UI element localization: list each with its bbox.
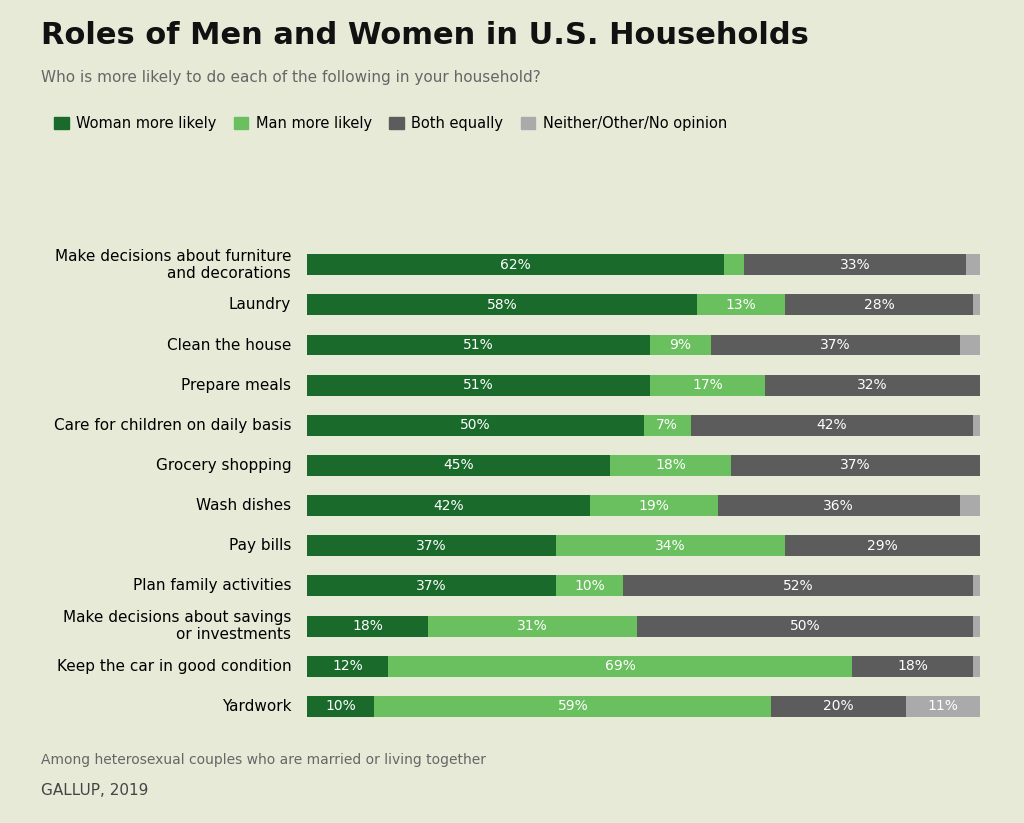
- Text: Among heterosexual couples who are married or living together: Among heterosexual couples who are marri…: [41, 753, 486, 767]
- Text: 17%: 17%: [692, 379, 723, 393]
- Bar: [959, 495, 980, 516]
- Bar: [724, 254, 744, 275]
- Bar: [718, 495, 959, 516]
- Text: 18%: 18%: [352, 619, 383, 633]
- Bar: [973, 575, 980, 597]
- Text: 51%: 51%: [463, 379, 495, 393]
- Text: 34%: 34%: [655, 539, 686, 553]
- Bar: [307, 455, 610, 476]
- Bar: [852, 656, 973, 677]
- Bar: [731, 455, 980, 476]
- Bar: [784, 295, 973, 315]
- Text: 59%: 59%: [557, 700, 588, 714]
- Bar: [650, 335, 711, 356]
- Bar: [307, 535, 556, 556]
- Bar: [973, 616, 980, 636]
- Text: 50%: 50%: [790, 619, 820, 633]
- Text: 50%: 50%: [460, 418, 490, 432]
- Text: GALLUP, 2019: GALLUP, 2019: [41, 783, 148, 798]
- Bar: [973, 415, 980, 436]
- Text: 10%: 10%: [326, 700, 356, 714]
- Text: 10%: 10%: [574, 579, 605, 593]
- Text: 31%: 31%: [517, 619, 548, 633]
- Bar: [784, 535, 980, 556]
- Text: 20%: 20%: [823, 700, 854, 714]
- Text: 9%: 9%: [670, 338, 691, 352]
- Text: 13%: 13%: [726, 298, 757, 312]
- Bar: [307, 295, 697, 315]
- Text: 58%: 58%: [486, 298, 518, 312]
- Text: 51%: 51%: [463, 338, 495, 352]
- Bar: [650, 374, 765, 396]
- Bar: [590, 495, 718, 516]
- Bar: [307, 616, 428, 636]
- Legend: Woman more likely, Man more likely, Both equally, Neither/Other/No opinion: Woman more likely, Man more likely, Both…: [48, 110, 732, 137]
- Bar: [307, 656, 388, 677]
- Bar: [556, 535, 784, 556]
- Text: 29%: 29%: [867, 539, 898, 553]
- Bar: [624, 575, 973, 597]
- Bar: [697, 295, 784, 315]
- Text: Who is more likely to do each of the following in your household?: Who is more likely to do each of the fol…: [41, 70, 541, 85]
- Text: 52%: 52%: [783, 579, 813, 593]
- Text: 37%: 37%: [417, 579, 446, 593]
- Text: 69%: 69%: [604, 659, 636, 673]
- Bar: [428, 616, 637, 636]
- Bar: [307, 335, 650, 356]
- Text: 7%: 7%: [656, 418, 678, 432]
- Text: 28%: 28%: [863, 298, 894, 312]
- Text: 18%: 18%: [655, 458, 686, 472]
- Bar: [375, 696, 771, 717]
- Bar: [959, 335, 980, 356]
- Bar: [388, 656, 852, 677]
- Bar: [307, 495, 590, 516]
- Bar: [307, 696, 375, 717]
- Bar: [556, 575, 624, 597]
- Bar: [771, 696, 906, 717]
- Bar: [307, 254, 724, 275]
- Bar: [973, 295, 980, 315]
- Bar: [637, 616, 973, 636]
- Bar: [906, 696, 980, 717]
- Bar: [711, 335, 959, 356]
- Bar: [610, 455, 731, 476]
- Bar: [307, 575, 556, 597]
- Bar: [744, 254, 967, 275]
- Text: 37%: 37%: [417, 539, 446, 553]
- Text: 12%: 12%: [332, 659, 362, 673]
- Text: 11%: 11%: [928, 700, 958, 714]
- Text: 62%: 62%: [501, 258, 531, 272]
- Text: 37%: 37%: [840, 458, 870, 472]
- Text: 18%: 18%: [897, 659, 928, 673]
- Bar: [307, 415, 643, 436]
- Text: 19%: 19%: [638, 499, 669, 513]
- Bar: [690, 415, 973, 436]
- Text: 33%: 33%: [840, 258, 870, 272]
- Bar: [973, 656, 980, 677]
- Text: 45%: 45%: [443, 458, 474, 472]
- Bar: [765, 374, 980, 396]
- Text: 37%: 37%: [820, 338, 851, 352]
- Text: 42%: 42%: [816, 418, 847, 432]
- Text: 32%: 32%: [857, 379, 888, 393]
- Text: 42%: 42%: [433, 499, 464, 513]
- Bar: [643, 415, 690, 436]
- Bar: [967, 254, 980, 275]
- Bar: [307, 374, 650, 396]
- Text: Roles of Men and Women in U.S. Households: Roles of Men and Women in U.S. Household…: [41, 21, 809, 49]
- Text: 36%: 36%: [823, 499, 854, 513]
